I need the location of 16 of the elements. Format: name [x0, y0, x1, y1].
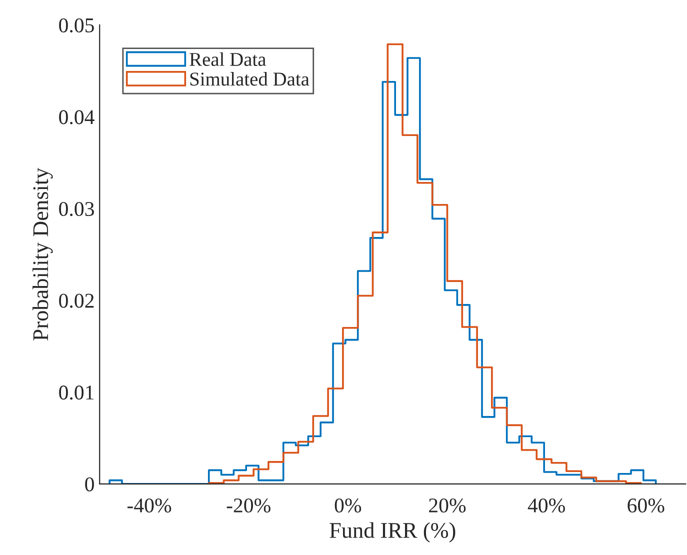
legend-label: Simulated Data	[190, 72, 310, 86]
x-tick-label: 60%	[628, 498, 664, 513]
x-axis-title: Fund IRR (%)	[330, 522, 456, 542]
y-tick-label: 0.03	[59, 202, 94, 216]
y-tick-label: 0.04	[59, 110, 94, 124]
x-tick-label: -40%	[127, 498, 172, 513]
x-tick-label: 40%	[528, 498, 565, 513]
y-tick-label: 0.01	[59, 386, 94, 400]
y-tick-label: 0.02	[59, 294, 94, 308]
y-tick-label: 0	[85, 477, 94, 492]
x-tick-label: -20%	[226, 498, 270, 513]
x-tick-label: 0%	[334, 498, 362, 513]
y-tick-label: 0.05	[59, 18, 94, 32]
y-axis-title: Probability Density	[32, 168, 53, 341]
x-tick-label: 20%	[429, 498, 466, 513]
legend-label: Real Data	[190, 52, 266, 66]
